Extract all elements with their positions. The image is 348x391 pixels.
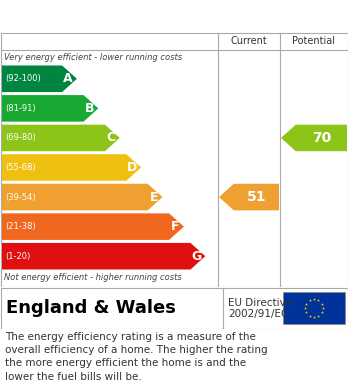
Polygon shape (2, 66, 77, 92)
Polygon shape (2, 154, 141, 181)
Text: Energy Efficiency Rating: Energy Efficiency Rating (63, 9, 285, 23)
Text: (39-54): (39-54) (5, 193, 35, 202)
Text: The energy efficiency rating is a measure of the
overall efficiency of a home. T: The energy efficiency rating is a measur… (5, 332, 268, 382)
Bar (283, 292, 345, 324)
Text: E: E (149, 190, 158, 204)
Text: D: D (127, 161, 137, 174)
Text: Not energy efficient - higher running costs: Not energy efficient - higher running co… (4, 273, 182, 282)
Text: F: F (171, 220, 179, 233)
Text: EU Directive: EU Directive (228, 298, 292, 308)
Polygon shape (2, 243, 205, 269)
Text: (92-100): (92-100) (5, 74, 41, 83)
Text: G: G (191, 250, 201, 263)
Polygon shape (281, 125, 347, 151)
Text: B: B (85, 102, 94, 115)
Text: Very energy efficient - lower running costs: Very energy efficient - lower running co… (4, 53, 182, 62)
Text: (21-38): (21-38) (5, 222, 36, 231)
Text: C: C (106, 131, 116, 144)
Polygon shape (2, 95, 98, 122)
Text: Current: Current (231, 36, 267, 46)
Polygon shape (219, 184, 279, 210)
Text: (81-91): (81-91) (5, 104, 35, 113)
Text: England & Wales: England & Wales (6, 299, 176, 317)
Text: 51: 51 (247, 190, 266, 204)
Text: 2002/91/EC: 2002/91/EC (228, 309, 288, 319)
Text: (69-80): (69-80) (5, 133, 36, 142)
Text: 70: 70 (312, 131, 331, 145)
Polygon shape (2, 125, 120, 151)
Text: (55-68): (55-68) (5, 163, 36, 172)
Text: (1-20): (1-20) (5, 252, 30, 261)
Text: A: A (63, 72, 73, 85)
Polygon shape (2, 213, 184, 240)
Polygon shape (2, 184, 163, 210)
Text: Potential: Potential (292, 36, 335, 46)
